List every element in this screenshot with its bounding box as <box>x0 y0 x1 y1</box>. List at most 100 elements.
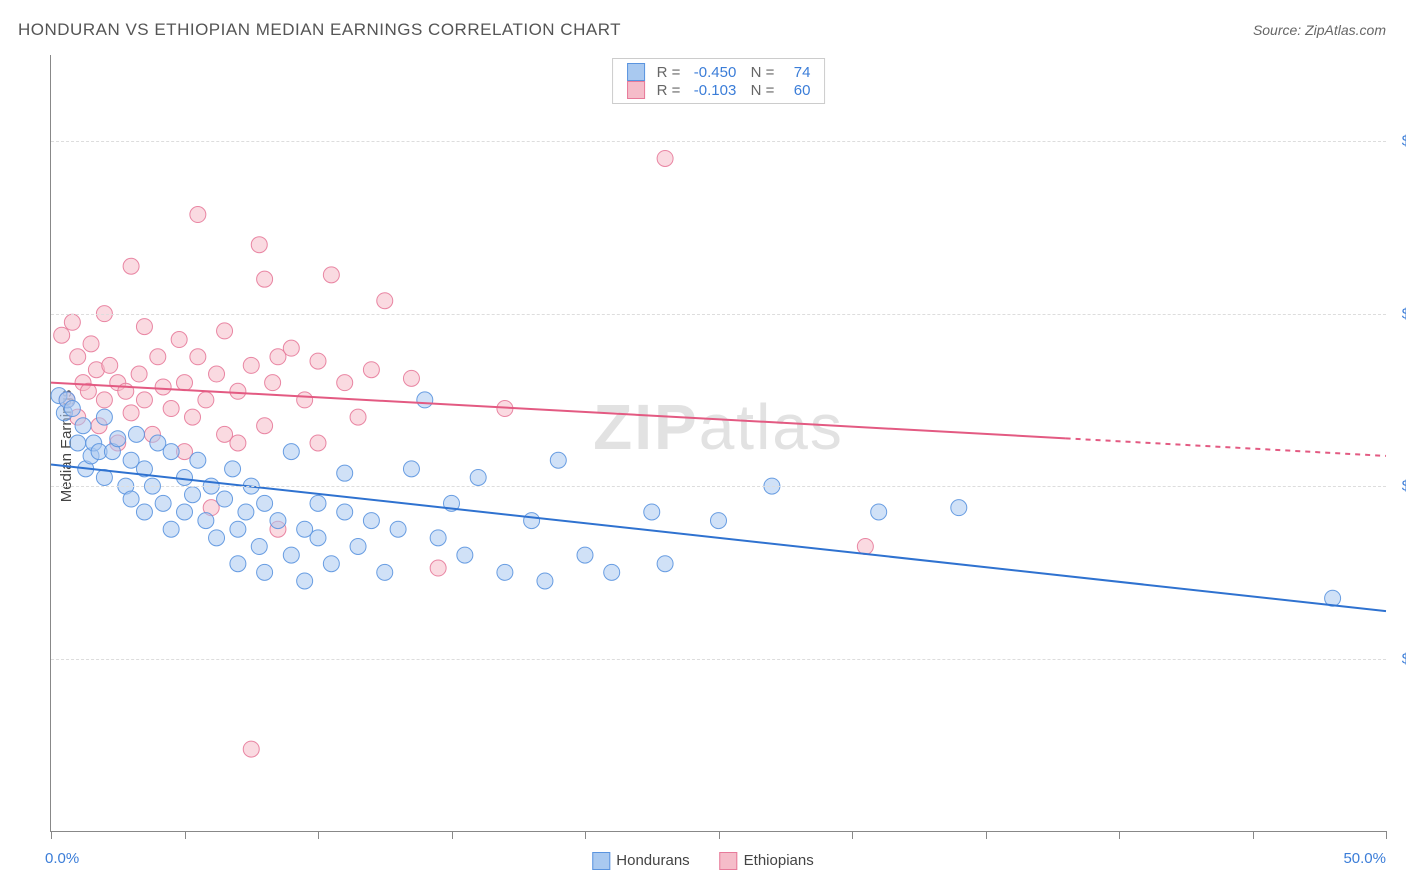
stat-n-label: N = <box>742 82 774 99</box>
data-point <box>209 366 225 382</box>
data-point <box>177 504 193 520</box>
trend-line <box>51 383 1066 439</box>
source-label: Source: ZipAtlas.com <box>1253 22 1386 38</box>
x-tick <box>1386 831 1387 839</box>
data-point <box>270 513 286 529</box>
data-point <box>225 461 241 477</box>
trend-line-dashed <box>1066 438 1386 456</box>
data-point <box>257 271 273 287</box>
x-tick <box>719 831 720 839</box>
data-point <box>198 392 214 408</box>
stat-n-label: N = <box>742 64 774 81</box>
data-point <box>70 435 86 451</box>
data-point <box>310 353 326 369</box>
data-point <box>163 401 179 417</box>
stat-n-value: 74 <box>780 64 810 81</box>
data-point <box>283 547 299 563</box>
data-point <box>131 366 147 382</box>
data-point <box>209 530 225 546</box>
stat-r-value: -0.450 <box>686 64 736 81</box>
data-point <box>123 405 139 421</box>
data-point <box>871 504 887 520</box>
stats-row: R = -0.450 N = 74 <box>627 63 811 81</box>
x-tick <box>852 831 853 839</box>
data-point <box>323 556 339 572</box>
x-tick <box>452 831 453 839</box>
data-point <box>155 495 171 511</box>
data-point <box>337 375 353 391</box>
data-point <box>185 487 201 503</box>
gridline <box>51 141 1386 142</box>
data-point <box>457 547 473 563</box>
data-point <box>265 375 281 391</box>
data-point <box>657 150 673 166</box>
stats-legend: R =-0.450 N =74R =-0.103 N =60 <box>612 58 826 104</box>
data-point <box>430 560 446 576</box>
data-point <box>257 495 273 511</box>
gridline <box>51 314 1386 315</box>
x-tick <box>318 831 319 839</box>
x-tick <box>585 831 586 839</box>
chart-title: HONDURAN VS ETHIOPIAN MEDIAN EARNINGS CO… <box>18 20 621 40</box>
data-point <box>323 267 339 283</box>
x-tick <box>185 831 186 839</box>
x-tick <box>1119 831 1120 839</box>
data-point <box>190 452 206 468</box>
legend-swatch <box>720 852 738 870</box>
y-tick-label: $40,000 <box>1396 478 1406 495</box>
data-point <box>163 521 179 537</box>
data-point <box>430 530 446 546</box>
data-point <box>123 258 139 274</box>
data-point <box>177 375 193 391</box>
data-point <box>403 370 419 386</box>
data-point <box>310 435 326 451</box>
data-point <box>497 564 513 580</box>
legend-item: Ethiopians <box>720 852 814 870</box>
data-point <box>230 556 246 572</box>
data-point <box>96 409 112 425</box>
data-point <box>390 521 406 537</box>
stat-r-value: -0.103 <box>686 82 736 99</box>
data-point <box>136 504 152 520</box>
data-point <box>310 530 326 546</box>
legend-label: Hondurans <box>616 852 689 869</box>
data-point <box>230 383 246 399</box>
legend-swatch <box>627 81 645 99</box>
data-point <box>190 349 206 365</box>
x-tick <box>51 831 52 839</box>
data-point <box>337 504 353 520</box>
data-point <box>96 392 112 408</box>
legend-swatch <box>592 852 610 870</box>
data-point <box>251 538 267 554</box>
data-point <box>577 547 593 563</box>
data-point <box>123 491 139 507</box>
data-point <box>185 409 201 425</box>
data-point <box>198 513 214 529</box>
data-point <box>657 556 673 572</box>
data-point <box>171 332 187 348</box>
data-point <box>310 495 326 511</box>
legend-item: Hondurans <box>592 852 689 870</box>
data-point <box>711 513 727 529</box>
data-point <box>75 418 91 434</box>
stat-r-label: R = <box>657 82 681 99</box>
x-tick <box>1253 831 1254 839</box>
data-point <box>136 319 152 335</box>
data-point <box>251 237 267 253</box>
data-point <box>217 323 233 339</box>
legend-swatch <box>627 63 645 81</box>
data-point <box>644 504 660 520</box>
data-point <box>136 392 152 408</box>
data-point <box>243 741 259 757</box>
data-point <box>217 491 233 507</box>
x-axis-max-label: 50.0% <box>1343 850 1386 867</box>
data-point <box>470 469 486 485</box>
series-legend: Hondurans Ethiopians <box>592 852 813 870</box>
data-point <box>83 336 99 352</box>
data-point <box>377 564 393 580</box>
stat-r-label: R = <box>657 64 681 81</box>
data-point <box>110 431 126 447</box>
data-point <box>604 564 620 580</box>
data-point <box>257 418 273 434</box>
data-point <box>524 513 540 529</box>
